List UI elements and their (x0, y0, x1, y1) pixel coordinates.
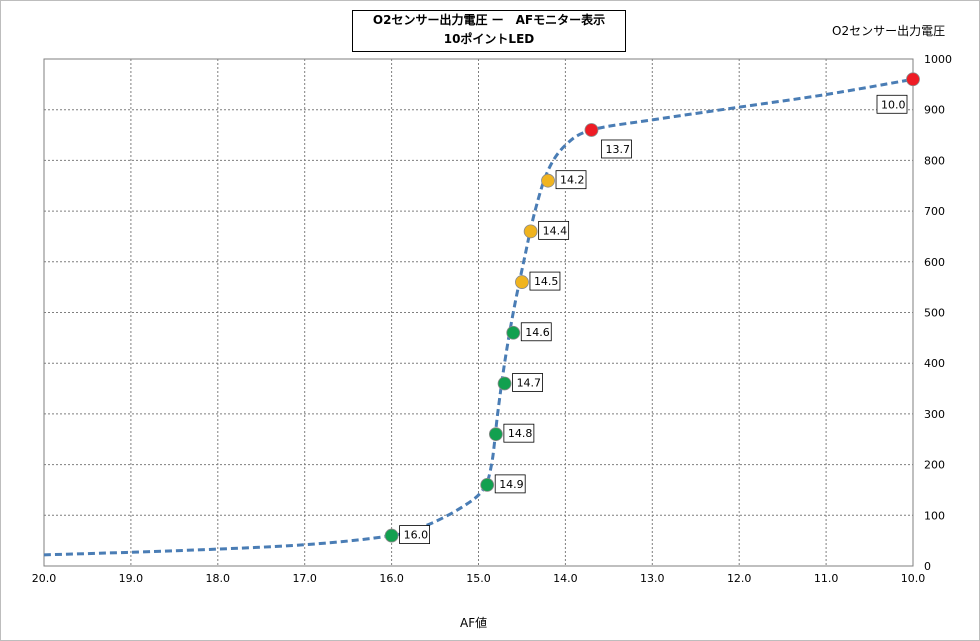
data-point (584, 123, 599, 137)
y-tick-label: 300 (924, 408, 945, 421)
data-label-box (529, 271, 561, 291)
data-label: 14.8 (508, 427, 533, 440)
data-point (906, 72, 920, 87)
data-point (497, 376, 512, 391)
data-label: 14.9 (499, 478, 524, 491)
x-tick-label: 13.0 (640, 572, 665, 585)
data-point (506, 325, 521, 340)
curve (43, 77, 914, 557)
plot-border (43, 58, 914, 567)
y-tick-label: 600 (924, 256, 945, 269)
x-tick-label: 10.0 (901, 572, 926, 585)
y-tick-label: 700 (924, 205, 945, 218)
data-label: 14.2 (560, 174, 585, 187)
data-label-box (520, 322, 552, 342)
data-label: 14.5 (534, 275, 559, 288)
x-tick-label: 18.0 (206, 572, 231, 585)
x-tick-label: 12.0 (727, 572, 752, 585)
y-axis-ticks: 0 100 200 300 400 500 600 700 800 900 1000 (924, 53, 952, 573)
y-tick-label: 200 (924, 459, 945, 472)
x-tick-label: 17.0 (292, 572, 317, 585)
data-label: 14.6 (525, 326, 550, 339)
data-label-box (399, 525, 431, 544)
data-label-box (494, 474, 526, 494)
data-label-box (876, 94, 908, 114)
y-axis-title: O2センサー出力電圧 (832, 24, 946, 38)
data-label-box (555, 170, 587, 190)
data-label: 10.0 (881, 98, 906, 111)
y-tick-label: 100 (924, 509, 945, 522)
chart-title-box: O2センサー出力電圧 ー AFモニター表示 10ポイントLED (352, 10, 626, 52)
data-points (384, 72, 920, 543)
data-label: 14.7 (517, 376, 542, 389)
y-tick-label: 0 (924, 560, 931, 573)
x-tick-label: 15.0 (466, 572, 491, 585)
grid (43, 58, 914, 567)
data-point (488, 427, 503, 442)
x-axis-ticks: 20.0 19.0 18.0 17.0 16.0 15.0 14.0 13.0 12.0 11.0… (32, 572, 926, 585)
x-tick-label: 11.0 (814, 572, 839, 585)
data-labels: 16.0 14.9 14.8 14.7 14.6 14.5 14.4 14.2 13.7 10.0 (399, 94, 908, 544)
data-label: 14.4 (543, 224, 568, 237)
data-point (384, 528, 399, 543)
data-label: 16.0 (404, 529, 429, 542)
y-tick-label: 800 (924, 154, 945, 167)
data-point (523, 224, 538, 239)
data-label: 13.7 (605, 143, 630, 156)
x-tick-label: 20.0 (32, 572, 57, 585)
data-label-box (601, 139, 632, 159)
data-point (541, 173, 555, 188)
chart-title: O2センサー出力電圧 ー AFモニター表示 (372, 13, 606, 27)
data-label-box (512, 373, 543, 392)
y-tick-label: 1000 (924, 53, 952, 66)
af-curve (43, 77, 914, 557)
x-tick-label: 19.0 (119, 572, 144, 585)
chart-subtitle: 10ポイントLED (443, 32, 535, 46)
x-tick-label: 14.0 (553, 572, 578, 585)
y-tick-label: 900 (924, 104, 945, 117)
y-tick-label: 400 (924, 357, 945, 370)
y-tick-label: 500 (924, 307, 945, 320)
x-axis-title: AF値 (460, 616, 488, 630)
data-label-box (538, 220, 570, 240)
x-tick-label: 16.0 (379, 572, 404, 585)
data-point (480, 477, 495, 492)
data-point (515, 275, 529, 289)
data-label-box (503, 423, 535, 443)
